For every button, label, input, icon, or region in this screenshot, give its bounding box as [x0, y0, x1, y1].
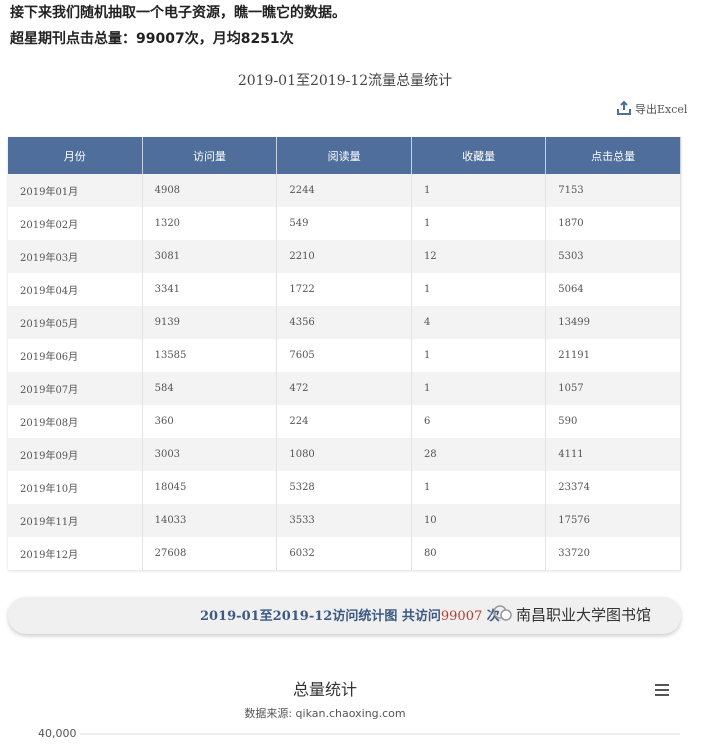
table-cell: 1 [411, 372, 547, 405]
table-cell: 27608 [142, 537, 278, 570]
table-row: 2019年02月 1320 549 1 1870 [8, 207, 681, 240]
table-cell: 10 [411, 504, 547, 537]
table-cell: 6032 [276, 537, 412, 570]
table-cell: 28 [411, 438, 547, 471]
table-cell: 1 [411, 339, 547, 372]
table-cell: 5328 [276, 471, 412, 504]
table-cell: 3533 [276, 504, 412, 537]
table-cell: 80 [411, 537, 547, 570]
table-cell: 590 [545, 405, 681, 438]
table-cell: 4111 [545, 438, 681, 471]
banner-unit: 次 [486, 609, 500, 624]
table-cell: 1320 [142, 207, 278, 240]
column-header: 点击总量 [545, 137, 681, 174]
table-cell: 224 [276, 405, 412, 438]
column-header: 月份 [8, 137, 143, 174]
table-cell: 4356 [276, 306, 412, 339]
table-cell: 2019年11月 [8, 504, 143, 537]
table-cell: 2019年07月 [8, 372, 143, 405]
table-cell: 1870 [545, 207, 681, 240]
table-cell: 2019年03月 [8, 240, 143, 273]
table-cell: 1 [411, 273, 547, 306]
table-cell: 14033 [142, 504, 278, 537]
table-cell: 360 [142, 405, 278, 438]
chart-subtitle: 数据来源: qikan.chaoxing.com [244, 707, 406, 720]
table-cell: 1722 [276, 273, 412, 306]
banner-total: 99007 [440, 609, 483, 624]
table-row: 2019年09月 3003 1080 28 4111 [8, 438, 681, 471]
table-row: 2019年06月 13585 7605 1 21191 [8, 339, 681, 372]
table-cell: 2019年04月 [8, 273, 143, 306]
table-row: 2019年10月 18045 5328 1 23374 [8, 471, 681, 504]
table-row: 2019年04月 3341 1722 1 5064 [8, 273, 681, 306]
table-cell: 1 [411, 471, 547, 504]
table-cell: 6 [411, 405, 547, 438]
table-cell: 1080 [276, 438, 412, 471]
table-cell: 2019年05月 [8, 306, 143, 339]
table-cell: 9139 [142, 306, 278, 339]
table-row: 2019年08月 360 224 6 590 [8, 405, 681, 438]
table-cell: 1 [411, 207, 547, 240]
table-cell: 2210 [276, 240, 412, 273]
banner-text: 2019-01至2019-12访问统计图 共访问99007 次 [200, 605, 500, 624]
watermark: 南昌职业大学图书馆 [516, 606, 652, 624]
data-table: 月份 访问量 阅读量 收藏量 点击总量 2019年01月 4908 2244 1 7153 2019… [8, 137, 681, 570]
table-cell: 23374 [545, 471, 681, 504]
table-row: 2019年12月 27608 6032 80 33720 [8, 537, 681, 570]
table-cell: 2019年10月 [8, 471, 143, 504]
column-header: 访问量 [142, 137, 278, 174]
menu-icon[interactable] [655, 683, 671, 697]
banner-label: 2019-01至2019-12访问统计图 共访问 [200, 609, 441, 624]
table-cell: 7605 [276, 339, 412, 372]
table-cell: 13585 [142, 339, 278, 372]
table-row: 2019年05月 9139 4356 4 13499 [8, 306, 681, 339]
table-cell: 5303 [545, 240, 681, 273]
table-row: 2019年07月 584 472 1 1057 [8, 372, 681, 405]
table-cell: 2019年01月 [8, 174, 143, 207]
table-cell: 21191 [545, 339, 681, 372]
table-cell: 5064 [545, 273, 681, 306]
table-cell: 584 [142, 372, 278, 405]
table-cell: 2019年12月 [8, 537, 143, 570]
table-cell: 2019年02月 [8, 207, 143, 240]
table-cell: 2019年08月 [8, 405, 143, 438]
table-cell: 13499 [545, 306, 681, 339]
wechat-icon [493, 605, 512, 621]
table-cell: 18045 [142, 471, 278, 504]
table-title: 2019-01至2019-12流量总量统计 [237, 73, 453, 89]
table-cell: 549 [276, 207, 412, 240]
banner [8, 597, 681, 634]
table-cell: 4908 [142, 174, 278, 207]
table-cell: 2019年09月 [8, 438, 143, 471]
table-cell: 1 [411, 174, 547, 207]
y-tick-label: 40,000 [38, 727, 77, 740]
table-cell: 2019年06月 [8, 339, 143, 372]
table-cell: 12 [411, 240, 547, 273]
table-cell: 7153 [545, 174, 681, 207]
table-cell: 17576 [545, 504, 681, 537]
table-row: 2019年03月 3081 2210 12 5303 [8, 240, 681, 273]
chart-title: 总量统计 [292, 680, 357, 699]
intro-line: 接下来我们随机抽取一个电子资源，瞧一瞧它的数据。 [10, 5, 346, 21]
table-cell: 33720 [545, 537, 681, 570]
table-cell: 1057 [545, 372, 681, 405]
grid [80, 733, 680, 735]
table-cell: 2244 [276, 174, 412, 207]
table-cell: 3341 [142, 273, 278, 306]
table-row: 2019年01月 4908 2244 1 7153 [8, 174, 681, 207]
column-header: 收藏量 [411, 137, 547, 174]
table-cell: 3081 [142, 240, 278, 273]
column-header: 阅读量 [276, 137, 412, 174]
table-cell: 472 [276, 372, 412, 405]
table-row: 2019年11月 14033 3533 10 17576 [8, 504, 681, 537]
export-button[interactable]: 导出Excel [635, 103, 688, 116]
table-cell: 4 [411, 306, 547, 339]
table-cell: 3003 [142, 438, 278, 471]
intro-line: 超星期刊点击总量：99007次，月均8251次 [10, 31, 294, 47]
export-icon[interactable] [616, 100, 632, 116]
